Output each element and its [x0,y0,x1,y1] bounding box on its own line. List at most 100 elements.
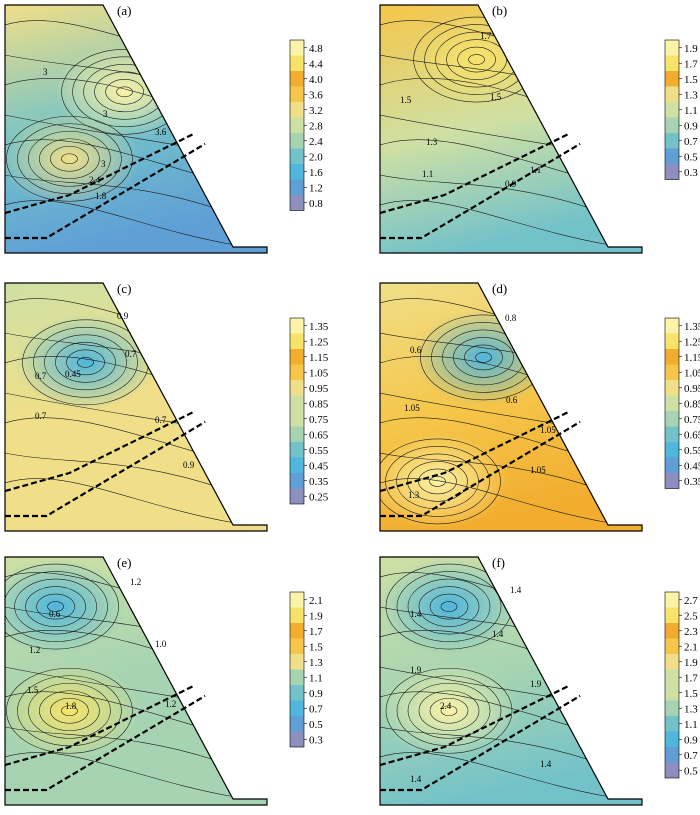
colorbar-segment [290,164,304,180]
colorbar-segment [290,731,304,747]
colorbar-tick-label: 1.2 [309,182,323,194]
colorbar-tick-label: 0.5 [684,765,698,777]
contour-line [380,200,611,246]
colorbar-segment [665,71,679,87]
colorbar-segment [665,731,679,747]
dashed-boundary [5,694,206,792]
colorbar-tick-label: 1.7 [684,58,698,70]
contour-extremum [380,433,508,530]
colorbar-tick-label: 0.75 [684,414,700,426]
contour-line [418,468,457,495]
colorbar-segment [290,86,304,102]
colorbar-segment [665,426,679,442]
colorbar-segment [290,40,304,56]
colorbar-segment [665,638,679,654]
contour-label: 3.6 [155,127,167,137]
dashed-boundary [379,410,570,493]
colorbar-tick-label: 2.7 [684,595,698,607]
colorbar: 1.35 1.25 1.15 1.05 0.95 0.85 0.75 0.65 0.55 0.45… [289,317,329,505]
colorbar-segment [290,133,304,149]
colorbar-tick-label: 1.3 [309,657,323,669]
colorbar-tick-label: 1.9 [684,657,698,669]
colorbar-tick-label: 0.7 [684,750,698,762]
panel-b: 1.7 1.5 1.5 1.3 1.1 0.9 1.1 (b) 1.9 1.7 1.5 1.3 1.1 0… [379,3,698,254]
colorbar-segment [290,607,304,623]
contour-line [6,667,133,754]
panel-f: 1.4 1.4 1.4 1.9 2.4 1.9 1.4 1.4 (f) 2.7 2.5 2.3 2.1 1… [379,555,698,806]
contour-line [429,593,469,620]
colorbar-tick-label: 1.5 [309,641,323,653]
contour-line [396,675,502,747]
colorbar-tick-label: 3.2 [309,105,323,117]
colorbar-tick-label: 0.35 [309,476,329,488]
colorbar-segment [290,685,304,701]
colorbar-tick-label: 0.35 [684,476,700,488]
contour-line [39,690,100,732]
colorbar-tick-label: 0.9 [684,120,698,132]
dashed-boundary [379,132,570,215]
colorbar-tick-label: 1.7 [684,672,698,684]
colorbar-tick-label: 0.3 [309,734,323,746]
colorbar-tick-label: 1.15 [309,352,329,364]
colorbar-tick-label: 1.5 [684,74,698,86]
contour-line [5,563,119,650]
colorbar-tick-label: 0.85 [684,398,700,410]
dam-outline [379,282,643,532]
colorbar-segment [665,762,679,778]
contour-line [418,586,480,627]
dashed-boundary [380,420,581,518]
contour-line [5,478,236,524]
colorbar-segment [665,117,679,133]
dam-outline [379,556,643,806]
colorbar-tick-label: 1.7 [309,626,323,638]
colorbar-segment [665,318,679,334]
contour-label: 0.7 [155,415,167,425]
colorbar-segment [665,86,679,102]
contour-line [5,752,236,798]
contour-label: 0.6 [49,609,61,619]
contour-label: 1.4 [410,774,422,784]
colorbar-segment [665,716,679,732]
contour-line [380,478,611,524]
colorbar-tick-label: 2.0 [309,151,323,163]
contour-line [61,705,78,717]
contour-label: 1.9 [530,679,542,689]
contour-line [77,357,94,368]
colorbar-segment [665,685,679,701]
colorbar-segment [290,380,304,396]
dashed-boundary [5,142,206,240]
colorbar-tick-label: 0.3 [684,167,698,179]
colorbar-tick-label: 0.8 [309,198,323,210]
colorbar-segment [665,102,679,118]
contour-line [418,690,480,732]
contour-label: 1.3 [408,490,420,500]
colorbar-segment [290,473,304,489]
colorbar: 2.7 2.5 2.3 2.1 1.9 1.7 1.5 1.3 1.1 0.9 0.7 0.5 [664,591,698,779]
contour-line [407,578,491,635]
colorbar-tick-label: 0.7 [309,703,323,715]
contour-extremum [413,309,554,406]
contour-line [380,726,611,768]
colorbar-segment [290,318,304,334]
panel-e: 1.2 0.6 1.0 1.2 1.5 1.8 1.2 (e) 2.1 1.9 1.7 1.5 1.3 1… [4,555,323,806]
colorbar-tick-label: 1.35 [684,321,700,333]
contour-label: 0.8 [505,313,517,323]
contour-line [407,682,491,739]
colorbar-segment [665,164,679,180]
contour-label: 0.7 [35,371,47,381]
contour-line [380,452,611,494]
contour-line [33,327,138,398]
contour-extremum [5,662,140,759]
colorbar-tick-label: 0.9 [309,688,323,700]
contour-line [116,86,133,98]
colorbar-tick-label: 0.95 [684,383,700,395]
colorbar-segment [290,638,304,654]
colorbar-segment [290,426,304,442]
colorbar-segment [290,457,304,473]
colorbar-tick-label: 1.9 [684,43,698,55]
contour-line [380,752,611,798]
contour-line [5,452,236,494]
colorbar-tick-label: 2.1 [684,641,698,653]
contour-label: 0.6 [410,345,422,355]
colorbar-segment [665,669,679,685]
